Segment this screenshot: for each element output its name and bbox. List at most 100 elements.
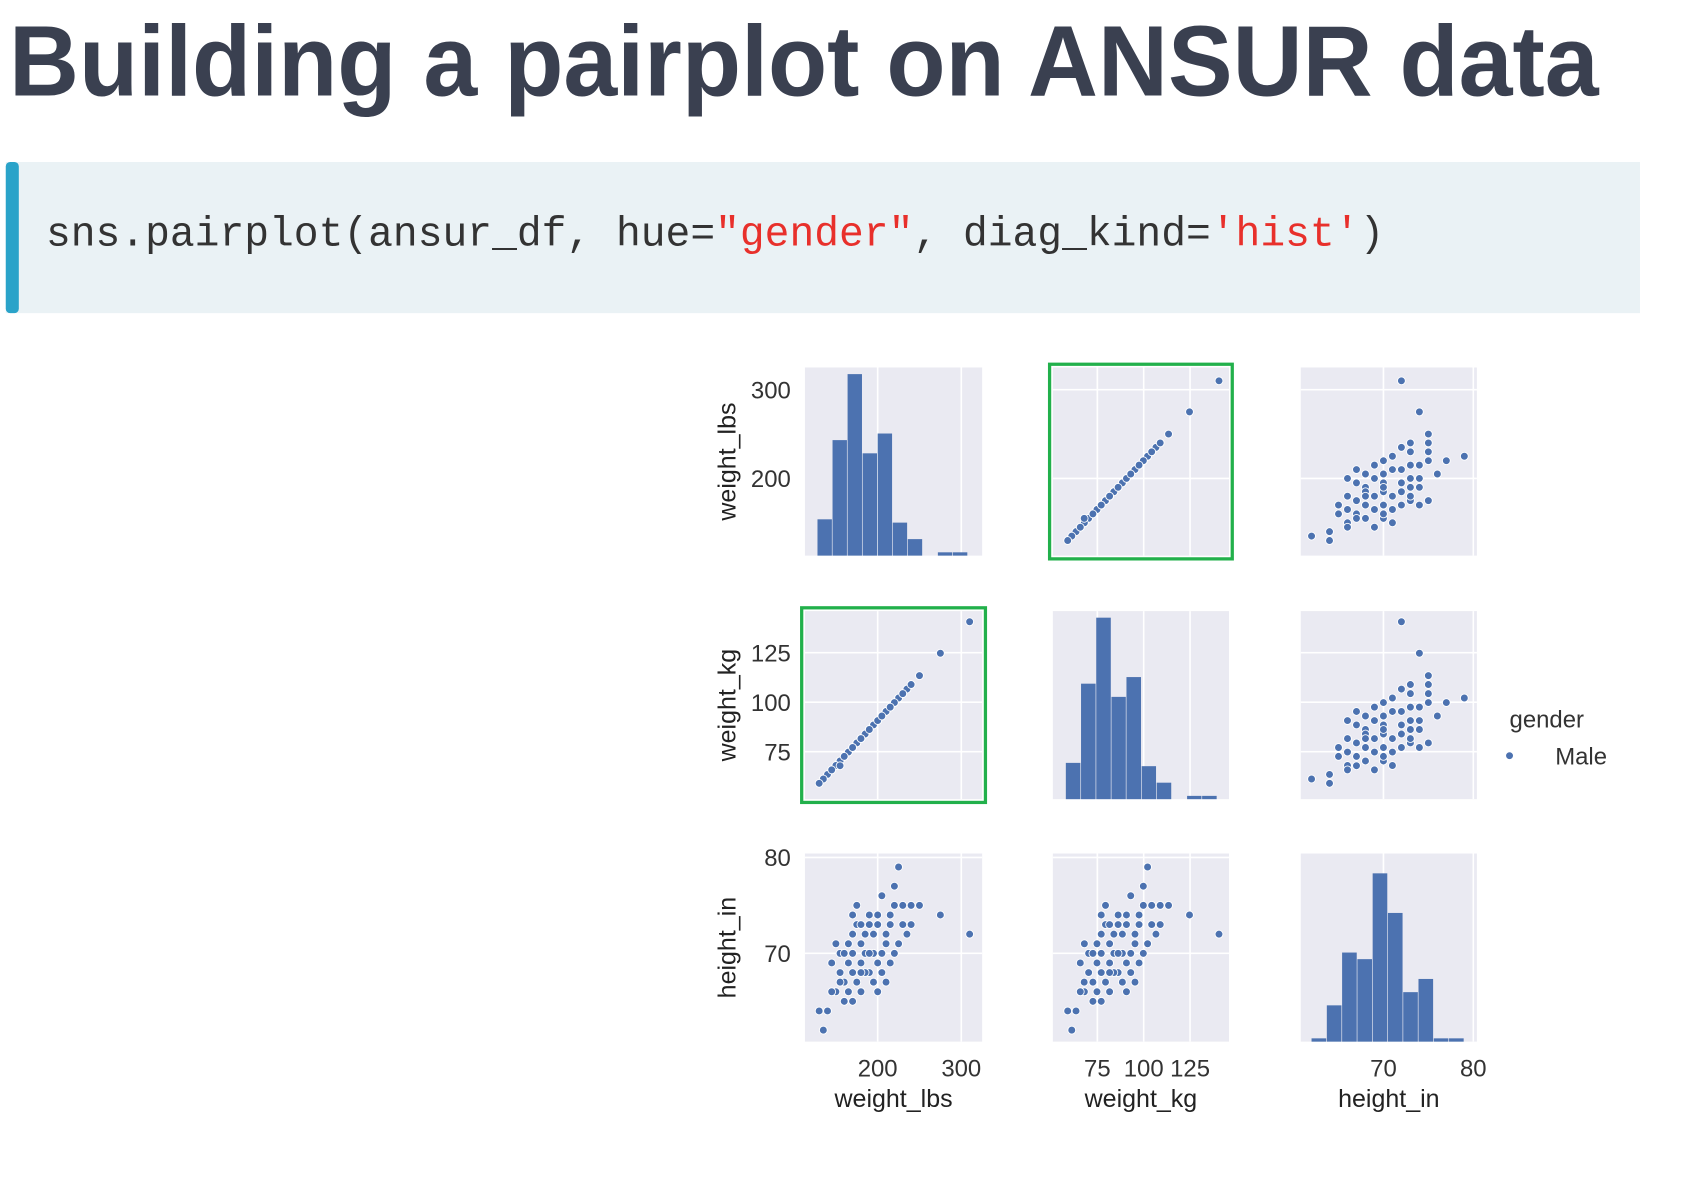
scatter-point (860, 929, 870, 939)
x-tick-label: 75 (1084, 1055, 1111, 1082)
scatter-point (898, 689, 908, 698)
scatter-point (1459, 693, 1469, 703)
scatter-point (1113, 920, 1123, 929)
scatter-point (1109, 929, 1119, 939)
hist-bar (847, 374, 862, 556)
scatter-point (852, 901, 862, 910)
scatter-point (1415, 407, 1424, 417)
scatter-point (1126, 949, 1136, 958)
scatter-point (890, 901, 899, 910)
scatter-point (1352, 738, 1361, 748)
scatter-point (1113, 949, 1123, 958)
scatter-point (1334, 752, 1343, 761)
scatter-point (1379, 509, 1388, 519)
scatter-point (1424, 680, 1433, 689)
scatter-point (1118, 929, 1127, 939)
y-tick-label: 125 (751, 640, 791, 667)
scatter-point (1343, 716, 1352, 725)
scatter-point (1307, 774, 1316, 784)
scatter-point (1126, 891, 1136, 901)
hist-bar (1126, 677, 1142, 800)
hist-bar (1372, 873, 1388, 1042)
scatter-point (1424, 496, 1433, 505)
scatter-point (1433, 711, 1442, 721)
scatter-point (818, 1025, 828, 1035)
code-line: sns.pairplot(ansur_df, hue="gender", dia… (46, 213, 1384, 259)
scatter-point (1126, 469, 1136, 479)
scatter-point (1088, 977, 1098, 987)
scatter-point (1122, 987, 1131, 997)
scatter-point (1122, 920, 1131, 929)
scatter-point (1352, 752, 1361, 761)
scatter-point (1370, 765, 1379, 775)
hist-bar (1342, 952, 1357, 1042)
scatter-point (1379, 711, 1388, 721)
scatter-point (856, 987, 866, 997)
scatter-point (1361, 469, 1370, 479)
scatter-point (1388, 747, 1397, 757)
scatter-point (915, 901, 924, 910)
scatter-point (1397, 720, 1406, 730)
scatter-point (1406, 680, 1415, 689)
scatter-point (1388, 734, 1397, 743)
x-tick-label: 70 (1370, 1055, 1397, 1082)
scatter-point (1459, 451, 1469, 461)
scatter-point (1415, 460, 1424, 470)
y-tick-label: 75 (764, 739, 791, 766)
scatter-point (1134, 920, 1144, 929)
scatter-point (831, 939, 841, 949)
x-axis-label: weight_lbs (833, 1085, 952, 1113)
scatter-point (1105, 939, 1114, 949)
scatter-point (1130, 939, 1140, 949)
legend-marker (1505, 751, 1514, 761)
scatter-point (848, 968, 857, 977)
scatter-point (1442, 698, 1451, 707)
scatter-point (1096, 910, 1106, 920)
scatter-point (881, 929, 891, 939)
scatter-point (823, 1006, 832, 1016)
scatter-point (1134, 460, 1144, 470)
scatter-point (1406, 725, 1415, 734)
scatter-point (1126, 968, 1136, 977)
code-token: ) (1359, 213, 1384, 259)
scatter-point (1164, 429, 1173, 439)
scatter-point (852, 977, 862, 987)
scatter-point (1424, 738, 1433, 748)
x-tick-label: 200 (858, 1055, 898, 1082)
scatter-point (1370, 491, 1379, 501)
scatter-point (1134, 958, 1144, 968)
scatter-point (1406, 734, 1415, 743)
hist-bar (1081, 683, 1096, 800)
scatter-point (1352, 465, 1361, 474)
scatter-point (1424, 456, 1433, 466)
hist-bar (952, 552, 968, 556)
scatter-point (1105, 491, 1114, 501)
scatter-point (1352, 707, 1361, 716)
scatter-point (848, 743, 857, 752)
scatter-point (1397, 500, 1406, 510)
scatter-point (881, 939, 891, 949)
scatter-point (894, 939, 903, 949)
scatter-point (1334, 743, 1343, 752)
scatter-point (1406, 447, 1415, 457)
scatter-point (835, 761, 845, 771)
x-tick-label: 80 (1460, 1055, 1487, 1082)
scatter-point (844, 939, 853, 949)
x-tick-label: 125 (1170, 1055, 1210, 1082)
scatter-point (1379, 743, 1388, 752)
scatter-point (1143, 862, 1152, 872)
code-token: sns.pairplot(ansur_df, hue= (46, 213, 715, 259)
scatter-point (877, 968, 887, 977)
scatter-point (835, 977, 845, 987)
scatter-point (844, 987, 853, 997)
scatter-point (1088, 949, 1098, 958)
highlight-box (1047, 362, 1234, 561)
scatter-point (1406, 482, 1415, 492)
scatter-point (898, 920, 908, 929)
scatter-point (1075, 987, 1085, 997)
scatter-point (1406, 491, 1415, 501)
scatter-point (1388, 761, 1397, 770)
scatter-point (844, 958, 853, 968)
scatter-point (1105, 958, 1114, 968)
scatter-point (1406, 474, 1415, 483)
